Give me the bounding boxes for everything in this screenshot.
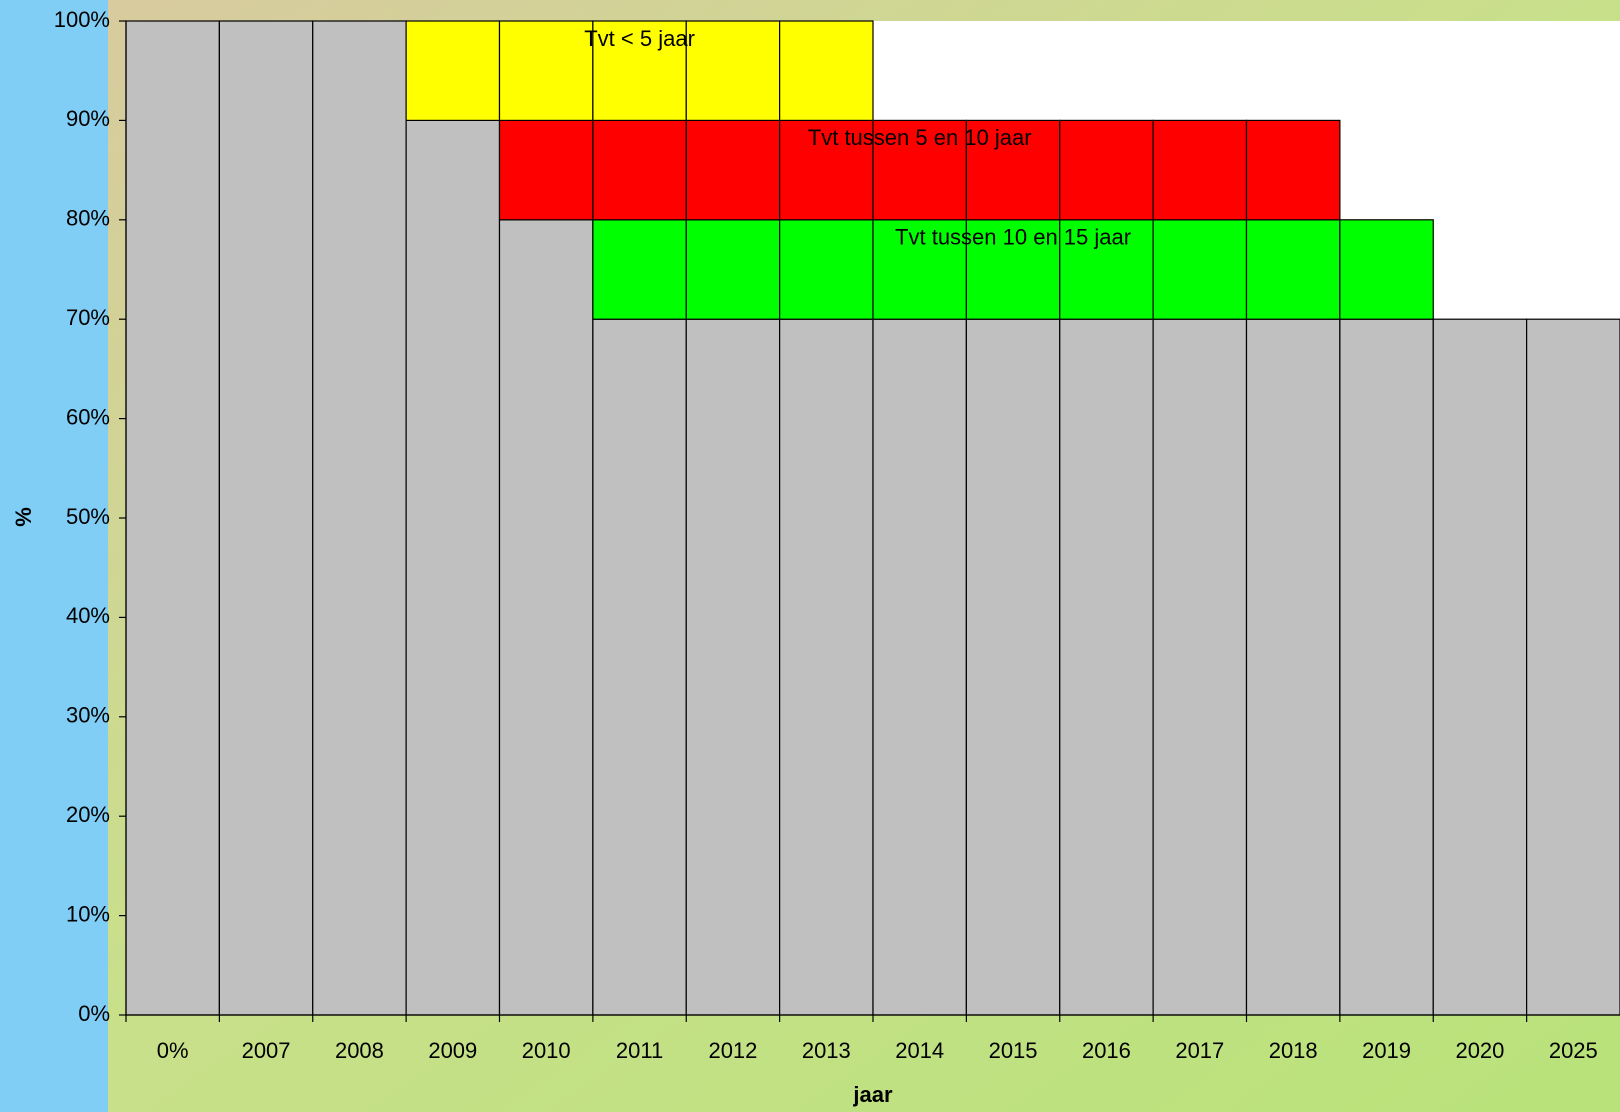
bar-segment <box>498 219 594 1016</box>
bar-segment <box>312 20 407 1016</box>
x-tick-label: 2010 <box>522 1038 571 1063</box>
y-tick-label: 20% <box>66 802 110 827</box>
x-tick-label: 2009 <box>428 1038 477 1063</box>
y-tick-label: 90% <box>66 106 110 131</box>
x-tick-label: 2014 <box>895 1038 944 1063</box>
bar-segment <box>1059 119 1154 221</box>
y-tick-label: 40% <box>66 603 110 628</box>
bar-segment <box>1526 318 1620 1016</box>
y-tick-label: 0% <box>78 1001 110 1026</box>
y-tick-label: 30% <box>66 703 110 728</box>
bar-segment <box>592 219 687 320</box>
bar-segment <box>1152 119 1248 221</box>
x-tick-label: 2015 <box>989 1038 1038 1063</box>
bar-segment <box>779 20 874 122</box>
bar-segment <box>218 20 314 1016</box>
series-label: Tvt tussen 5 en 10 jaar <box>808 125 1032 150</box>
bar-segment <box>965 318 1061 1016</box>
bar-segment <box>965 119 1061 221</box>
bar-segment <box>125 20 220 1016</box>
bar-segment <box>1059 318 1154 1016</box>
bar-segment <box>1339 219 1434 320</box>
bar-segment <box>872 219 967 320</box>
y-tick-label: 10% <box>66 901 110 926</box>
x-tick-label: 2020 <box>1455 1038 1504 1063</box>
x-tick-label: 0% <box>157 1038 189 1063</box>
bar-segment <box>872 318 967 1016</box>
x-tick-label: 2025 <box>1549 1038 1598 1063</box>
series-label: Tvt tussen 10 en 15 jaar <box>895 225 1131 250</box>
bar-segment <box>685 20 781 122</box>
x-tick-label: 2008 <box>335 1038 384 1063</box>
x-tick-label: 2017 <box>1175 1038 1224 1063</box>
bar-segment <box>592 20 687 122</box>
y-axis-label: % <box>11 507 36 527</box>
bar-segment <box>872 119 967 221</box>
y-tick-label: 50% <box>66 504 110 529</box>
bar-segment <box>1152 219 1248 320</box>
series-label: Tvt < 5 jaar <box>584 26 695 51</box>
x-tick-label: 2007 <box>242 1038 291 1063</box>
x-axis-label: jaar <box>852 1082 893 1107</box>
bar-segment <box>1339 318 1434 1016</box>
bar-segment <box>405 20 501 122</box>
bar-segment <box>779 318 874 1016</box>
x-tick-label: 2012 <box>708 1038 757 1063</box>
bar-segment <box>1245 219 1341 320</box>
bar-segment <box>592 318 687 1016</box>
bar-segment <box>779 219 874 320</box>
y-tick-label: 70% <box>66 305 110 330</box>
bar-segment <box>685 119 781 221</box>
x-tick-label: 2016 <box>1082 1038 1131 1063</box>
x-tick-label: 2011 <box>616 1038 663 1063</box>
x-tick-label: 2013 <box>802 1038 851 1063</box>
side-strip <box>0 0 108 1112</box>
bar-segment <box>1245 318 1341 1016</box>
bar-segment <box>498 119 594 221</box>
bar-segment <box>1152 318 1248 1016</box>
bar-segment <box>1245 119 1341 221</box>
bar-segment <box>405 119 501 1016</box>
y-tick-label: 60% <box>66 404 110 429</box>
x-tick-label: 2018 <box>1269 1038 1318 1063</box>
bar-segment <box>685 318 781 1016</box>
bar-segment <box>498 20 594 122</box>
y-tick-label: 100% <box>54 7 110 32</box>
bar-segment <box>592 119 687 221</box>
y-tick-label: 80% <box>66 206 110 231</box>
x-tick-label: 2019 <box>1362 1038 1411 1063</box>
bar-segment <box>1432 318 1528 1016</box>
bar-segment <box>685 219 781 320</box>
